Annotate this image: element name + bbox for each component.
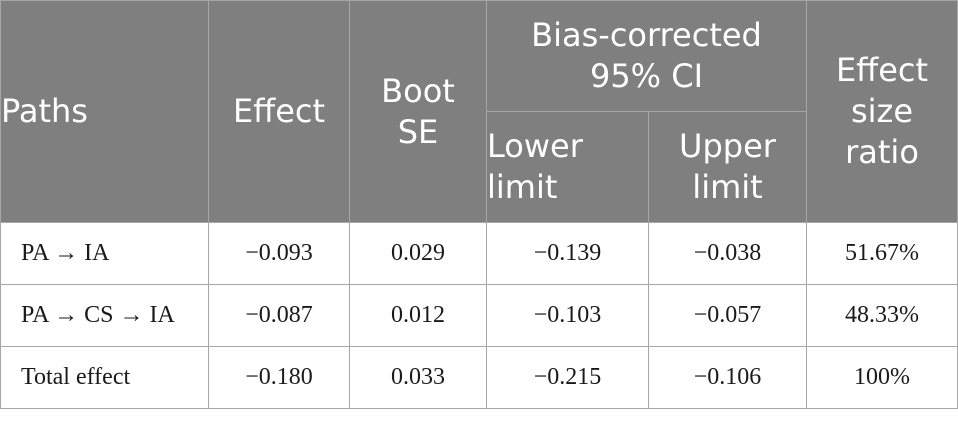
cell-boot-se: 0.033 [349,346,487,409]
cell-upper-limit: −0.057 [648,284,807,347]
header-paths-label: Paths [1,92,88,130]
header-ci-group: Bias-corrected 95% CI [486,0,807,112]
cell-path: PA → IA [0,222,209,285]
cell-effect-size-ratio: 100% [806,346,958,409]
cell-effect: −0.087 [208,284,350,347]
cell-effect-size-ratio: 48.33% [806,284,958,347]
table-header: Paths Effect Boot SE Bias-corrected 95% … [0,0,958,223]
cell-path: PA → CS → IA [0,284,209,347]
cell-effect: −0.093 [208,222,350,285]
cell-lower-limit: −0.103 [486,284,649,347]
table-body: PA → IA −0.093 0.029 −0.139 −0.038 51.67… [0,222,958,409]
header-effect-size-ratio-label: Effect size ratio [835,51,929,171]
cell-lower-limit: −0.139 [486,222,649,285]
header-upper-limit: Upper limit [648,111,807,223]
cell-boot-se: 0.012 [349,284,487,347]
header-row-sub: Lower limit Upper limit [1,111,958,223]
table-row: PA → IA −0.093 0.029 −0.139 −0.038 51.67… [0,222,958,285]
cell-upper-limit: −0.038 [648,222,807,285]
header-lower-limit: Lower limit [486,111,649,223]
header-ci-group-label: Bias-corrected 95% CI [531,16,762,95]
header-effect: Effect [208,0,350,223]
header-boot-se: Boot SE [349,0,487,223]
table-row: PA → CS → IA −0.087 0.012 −0.103 −0.057 … [0,284,958,347]
cell-effect-size-ratio: 51.67% [806,222,958,285]
header-paths: Paths [0,0,209,223]
cell-lower-limit: −0.215 [486,346,649,409]
table-row: Total effect −0.180 0.033 −0.215 −0.106 … [0,346,958,409]
header-boot-se-label: Boot SE [381,71,455,151]
header-effect-size-ratio: Effect size ratio [806,0,958,223]
header-upper-limit-label: Upper limit [679,127,776,206]
header-effect-label: Effect [232,92,326,130]
cell-effect: −0.180 [208,346,350,409]
cell-upper-limit: −0.106 [648,346,807,409]
cell-path: Total effect [0,346,209,409]
mediation-results-table: Paths Effect Boot SE Bias-corrected 95% … [0,0,958,409]
header-lower-limit-label: Lower limit [487,127,583,206]
cell-boot-se: 0.029 [349,222,487,285]
header-row-top: Paths Effect Boot SE Bias-corrected 95% … [0,0,958,223]
